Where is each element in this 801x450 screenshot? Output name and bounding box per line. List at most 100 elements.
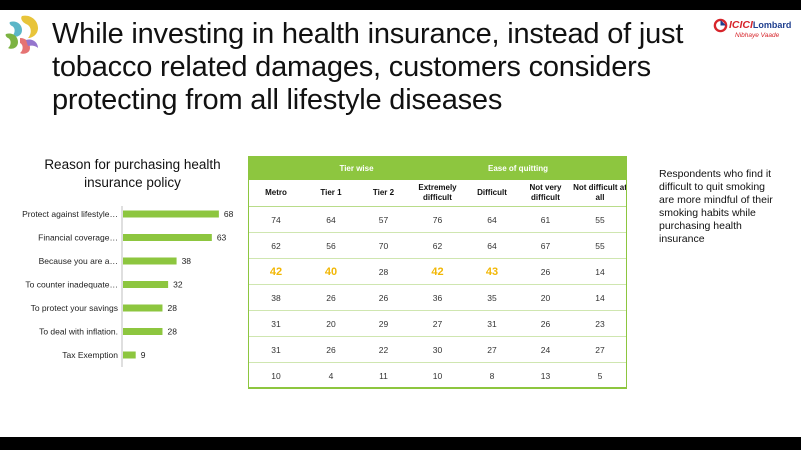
bar (123, 257, 177, 265)
table-cell: 36 (409, 284, 466, 311)
table-cell: 20 (304, 310, 358, 337)
column-header-cell: Difficult (466, 180, 518, 207)
brand-logo: ICICILombard Nibhaye Vaade (713, 16, 795, 50)
bar (123, 281, 169, 288)
table-cell: 70 (358, 232, 409, 259)
slide-title: While investing in health insurance, ins… (52, 18, 684, 116)
column-header-cell: Tier 1 (304, 180, 358, 207)
table-body: 74 64 57 76 64 61 55 62 56 70 62 64 67 55 42 40 28 42 43 26… (248, 206, 627, 389)
group-header-cell: Ease of quitting (409, 156, 627, 180)
table-cell: 26 (304, 336, 358, 363)
reason-bar-chart: Protect against lifestyle… 68 Financial co… (22, 206, 234, 367)
table-row: 31 20 29 27 31 26 23 (248, 310, 627, 337)
brand-tagline: Nibhaye Vaade (735, 32, 780, 39)
category-label: To deal with inflation. (39, 327, 118, 337)
table-cell: 67 (518, 232, 573, 259)
brand-mark-icon (713, 18, 728, 33)
category-label: To protect your savings (31, 303, 118, 313)
table-row: 62 56 70 62 64 67 55 (248, 232, 627, 259)
column-header-cell: Tier 2 (358, 180, 409, 207)
table-cell: 64 (466, 232, 518, 259)
table-cell: 22 (358, 336, 409, 363)
table-cell: 64 (466, 206, 518, 233)
slide: While investing in health insurance, ins… (0, 10, 801, 437)
table-cell: 42 (248, 258, 304, 285)
column-header-cell: Not difficult at all (573, 180, 627, 207)
group-header-cell: Tier wise (304, 156, 409, 180)
data-label: 63 (217, 233, 227, 243)
table-cell: 55 (573, 206, 627, 233)
table-row: 31 26 22 30 27 24 27 (248, 336, 627, 363)
table-cell: 27 (466, 336, 518, 363)
table-cell: 10 (409, 362, 466, 389)
table-cell: 61 (518, 206, 573, 233)
table-cell: 10 (248, 362, 304, 389)
table-cell: 30 (409, 336, 466, 363)
table-cell: 64 (304, 206, 358, 233)
table-cell: 26 (304, 284, 358, 311)
table-cell: 40 (304, 258, 358, 285)
category-label: To counter inadequate… (25, 280, 118, 290)
table-cell: 31 (466, 310, 518, 337)
column-header-cell: Extremely difficult (409, 180, 466, 207)
data-label: 32 (173, 280, 183, 290)
category-label: Tax Exemption (62, 350, 118, 360)
brand-suffix: Lombard (752, 20, 792, 30)
table-cell: 4 (304, 362, 358, 389)
table-cell: 27 (573, 336, 627, 363)
bar (123, 304, 163, 312)
table-cell: 76 (409, 206, 466, 233)
category-label: Financial coverage… (38, 233, 118, 243)
table-row: 74 64 57 76 64 61 55 (248, 206, 627, 233)
table-cell: 31 (248, 310, 304, 337)
peacock-logo-icon (5, 15, 38, 54)
table-cell: 24 (518, 336, 573, 363)
table-cell: 20 (518, 284, 573, 311)
group-header-cell (248, 156, 304, 180)
column-header-cell: Not very difficult (518, 180, 573, 207)
brand-text: ICICI (729, 19, 753, 31)
data-table: Tier wise Ease of quitting Metro Tier 1 Ti… (248, 156, 627, 389)
table-cell: 13 (518, 362, 573, 389)
category-label: Protect against lifestyle… (22, 209, 118, 219)
bar (123, 328, 163, 335)
data-label: 28 (167, 303, 177, 313)
table-cell: 57 (358, 206, 409, 233)
bar (123, 234, 212, 241)
brand-name: ICICILombard (729, 19, 791, 31)
table-cell: 11 (358, 362, 409, 389)
table-cell: 55 (573, 232, 627, 259)
table-group-header: Tier wise Ease of quitting (248, 156, 627, 180)
table-cell: 14 (573, 284, 627, 311)
data-label: 68 (224, 209, 234, 219)
table-row: 10 4 11 10 8 13 5 (248, 362, 627, 389)
table-cell: 26 (518, 310, 573, 337)
side-note: Respondents who find it difficult to qui… (659, 168, 773, 245)
table-cell: 43 (466, 258, 518, 285)
table-cell: 14 (573, 258, 627, 285)
column-header-cell: Metro (248, 180, 304, 207)
table-cell: 26 (358, 284, 409, 311)
table-cell: 29 (358, 310, 409, 337)
table-cell: 38 (248, 284, 304, 311)
table-cell: 56 (304, 232, 358, 259)
table-cell: 42 (409, 258, 466, 285)
data-label: 9 (141, 350, 146, 360)
table-cell: 8 (466, 362, 518, 389)
data-table-wrap: Tier wise Ease of quitting Metro Tier 1 Ti… (248, 156, 627, 389)
data-label: 38 (182, 256, 192, 266)
table-cell: 28 (358, 258, 409, 285)
table-row: 38 26 26 36 35 20 14 (248, 284, 627, 311)
data-label: 28 (167, 327, 177, 337)
category-label: Because you are a… (39, 256, 118, 266)
bar (123, 210, 219, 218)
bar (123, 351, 136, 359)
table-cell: 23 (573, 310, 627, 337)
table-cell: 62 (409, 232, 466, 259)
table-cell: 26 (518, 258, 573, 285)
table-cell: 5 (573, 362, 627, 389)
table-cell: 31 (248, 336, 304, 363)
table-cell: 62 (248, 232, 304, 259)
table-row: 42 40 28 42 43 26 14 (248, 258, 627, 285)
table-cell: 27 (409, 310, 466, 337)
